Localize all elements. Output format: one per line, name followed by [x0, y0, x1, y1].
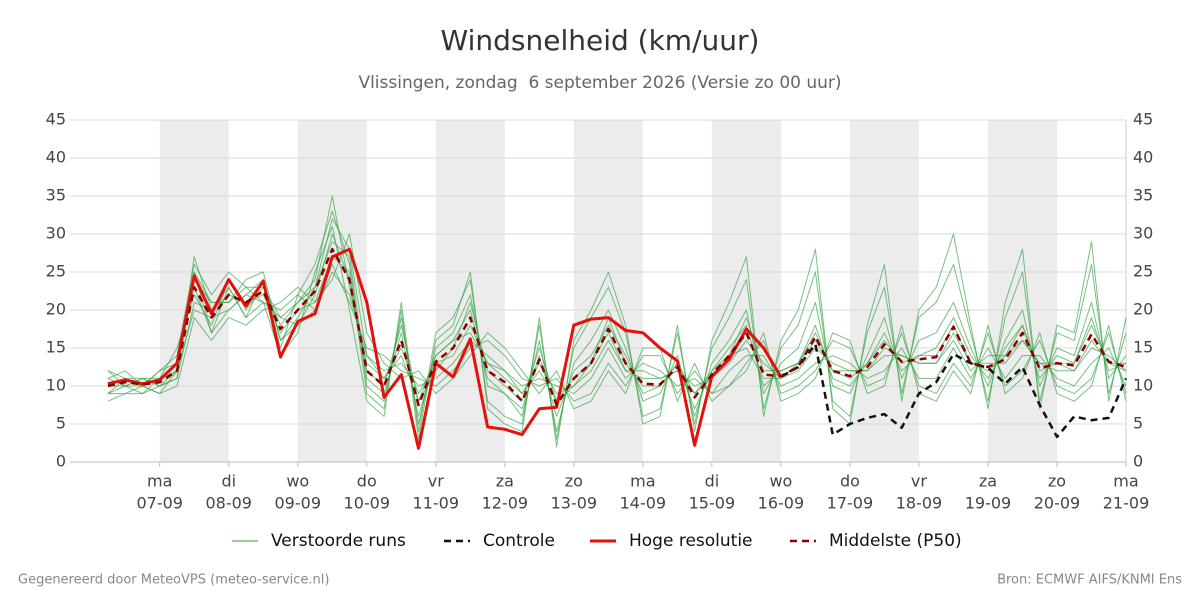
- x-tick-label: 15-09: [689, 494, 736, 513]
- x-tick-label: 08-09: [205, 494, 252, 513]
- legend-label: Verstoorde runs: [271, 531, 406, 551]
- x-tick-label: 12-09: [482, 494, 529, 513]
- x-tick-label: 10-09: [344, 494, 391, 513]
- y2-tick-label: 45: [1133, 110, 1153, 129]
- x-tick-day: vr: [911, 472, 927, 491]
- y-tick-label: 35: [46, 186, 66, 205]
- y2-tick-label: 5: [1133, 414, 1143, 433]
- legend-label: Hoge resolutie: [629, 531, 753, 551]
- x-tick-day: do: [357, 472, 377, 491]
- y-tick-label: 40: [46, 148, 66, 167]
- x-tick-label: 17-09: [827, 494, 874, 513]
- x-tick-day: zo: [1048, 472, 1066, 491]
- x-tick-label: 18-09: [896, 494, 943, 513]
- x-tick-day: za: [496, 472, 514, 491]
- y-tick-label: 5: [56, 414, 66, 433]
- x-tick-day: wo: [286, 472, 309, 491]
- x-tick-label: 20-09: [1034, 494, 1081, 513]
- y-tick-label: 45: [46, 110, 66, 129]
- chart-title: Windsnelheid (km/uur): [441, 24, 760, 57]
- y-tick-label: 0: [56, 452, 66, 471]
- y-tick-label: 10: [46, 376, 66, 395]
- legend-label: Middelste (P50): [829, 531, 962, 551]
- x-tick-day: ma: [1113, 472, 1138, 491]
- ensemble-line: [107, 210, 1127, 433]
- x-tick-label: 13-09: [551, 494, 598, 513]
- series-line: [107, 247, 783, 450]
- day-band: [711, 120, 781, 462]
- y2-tick-label: 25: [1133, 262, 1153, 281]
- x-tick-label: 09-09: [275, 494, 322, 513]
- day-band: [159, 120, 229, 462]
- ensemble-line: [107, 271, 1127, 395]
- y2-tick-label: 30: [1133, 224, 1153, 243]
- y-tick-label: 25: [46, 262, 66, 281]
- ensemble-line: [107, 195, 1127, 395]
- x-tick-label: 16-09: [758, 494, 805, 513]
- day-band: [573, 120, 643, 462]
- ensemble-line: [107, 218, 1127, 402]
- y2-tick-label: 35: [1133, 186, 1153, 205]
- legend-label: Controle: [483, 531, 555, 551]
- x-tick-label: 07-09: [136, 494, 183, 513]
- ensemble-line: [108, 233, 1127, 448]
- x-tick-label: 21-09: [1103, 494, 1150, 513]
- y2-tick-label: 0: [1133, 452, 1143, 471]
- y2-tick-label: 20: [1133, 300, 1153, 319]
- x-tick-day: ma: [630, 472, 655, 491]
- x-tick-label: 14-09: [620, 494, 667, 513]
- y-tick-label: 30: [46, 224, 66, 243]
- x-tick-day: vr: [428, 472, 444, 491]
- x-tick-day: zo: [565, 472, 583, 491]
- y-tick-label: 20: [46, 300, 66, 319]
- x-tick-day: za: [979, 472, 997, 491]
- x-tick-day: ma: [147, 472, 172, 491]
- y2-tick-label: 10: [1133, 376, 1153, 395]
- x-tick-day: di: [705, 472, 720, 491]
- day-band: [435, 120, 505, 462]
- x-tick-day: di: [221, 472, 236, 491]
- ensemble-line: [107, 233, 1126, 402]
- x-tick-label: 19-09: [965, 494, 1012, 513]
- footer-right: Bron: ECMWF AIFS/KNMI Ens: [997, 573, 1182, 588]
- y2-tick-label: 15: [1133, 338, 1153, 357]
- day-band: [849, 120, 919, 462]
- y-tick-label: 15: [46, 338, 66, 357]
- ensemble-line: [108, 263, 1127, 402]
- chart-subtitle: Vlissingen, zondag 6 september 2026 (Ver…: [358, 73, 841, 93]
- y2-tick-label: 40: [1133, 148, 1153, 167]
- x-tick-day: do: [840, 472, 860, 491]
- footer-left: Gegenereerd door MeteoVPS (meteo-service…: [18, 573, 329, 588]
- ensemble-line: [107, 233, 1127, 410]
- x-tick-day: wo: [769, 472, 792, 491]
- day-band: [987, 120, 1057, 462]
- x-tick-label: 11-09: [413, 494, 460, 513]
